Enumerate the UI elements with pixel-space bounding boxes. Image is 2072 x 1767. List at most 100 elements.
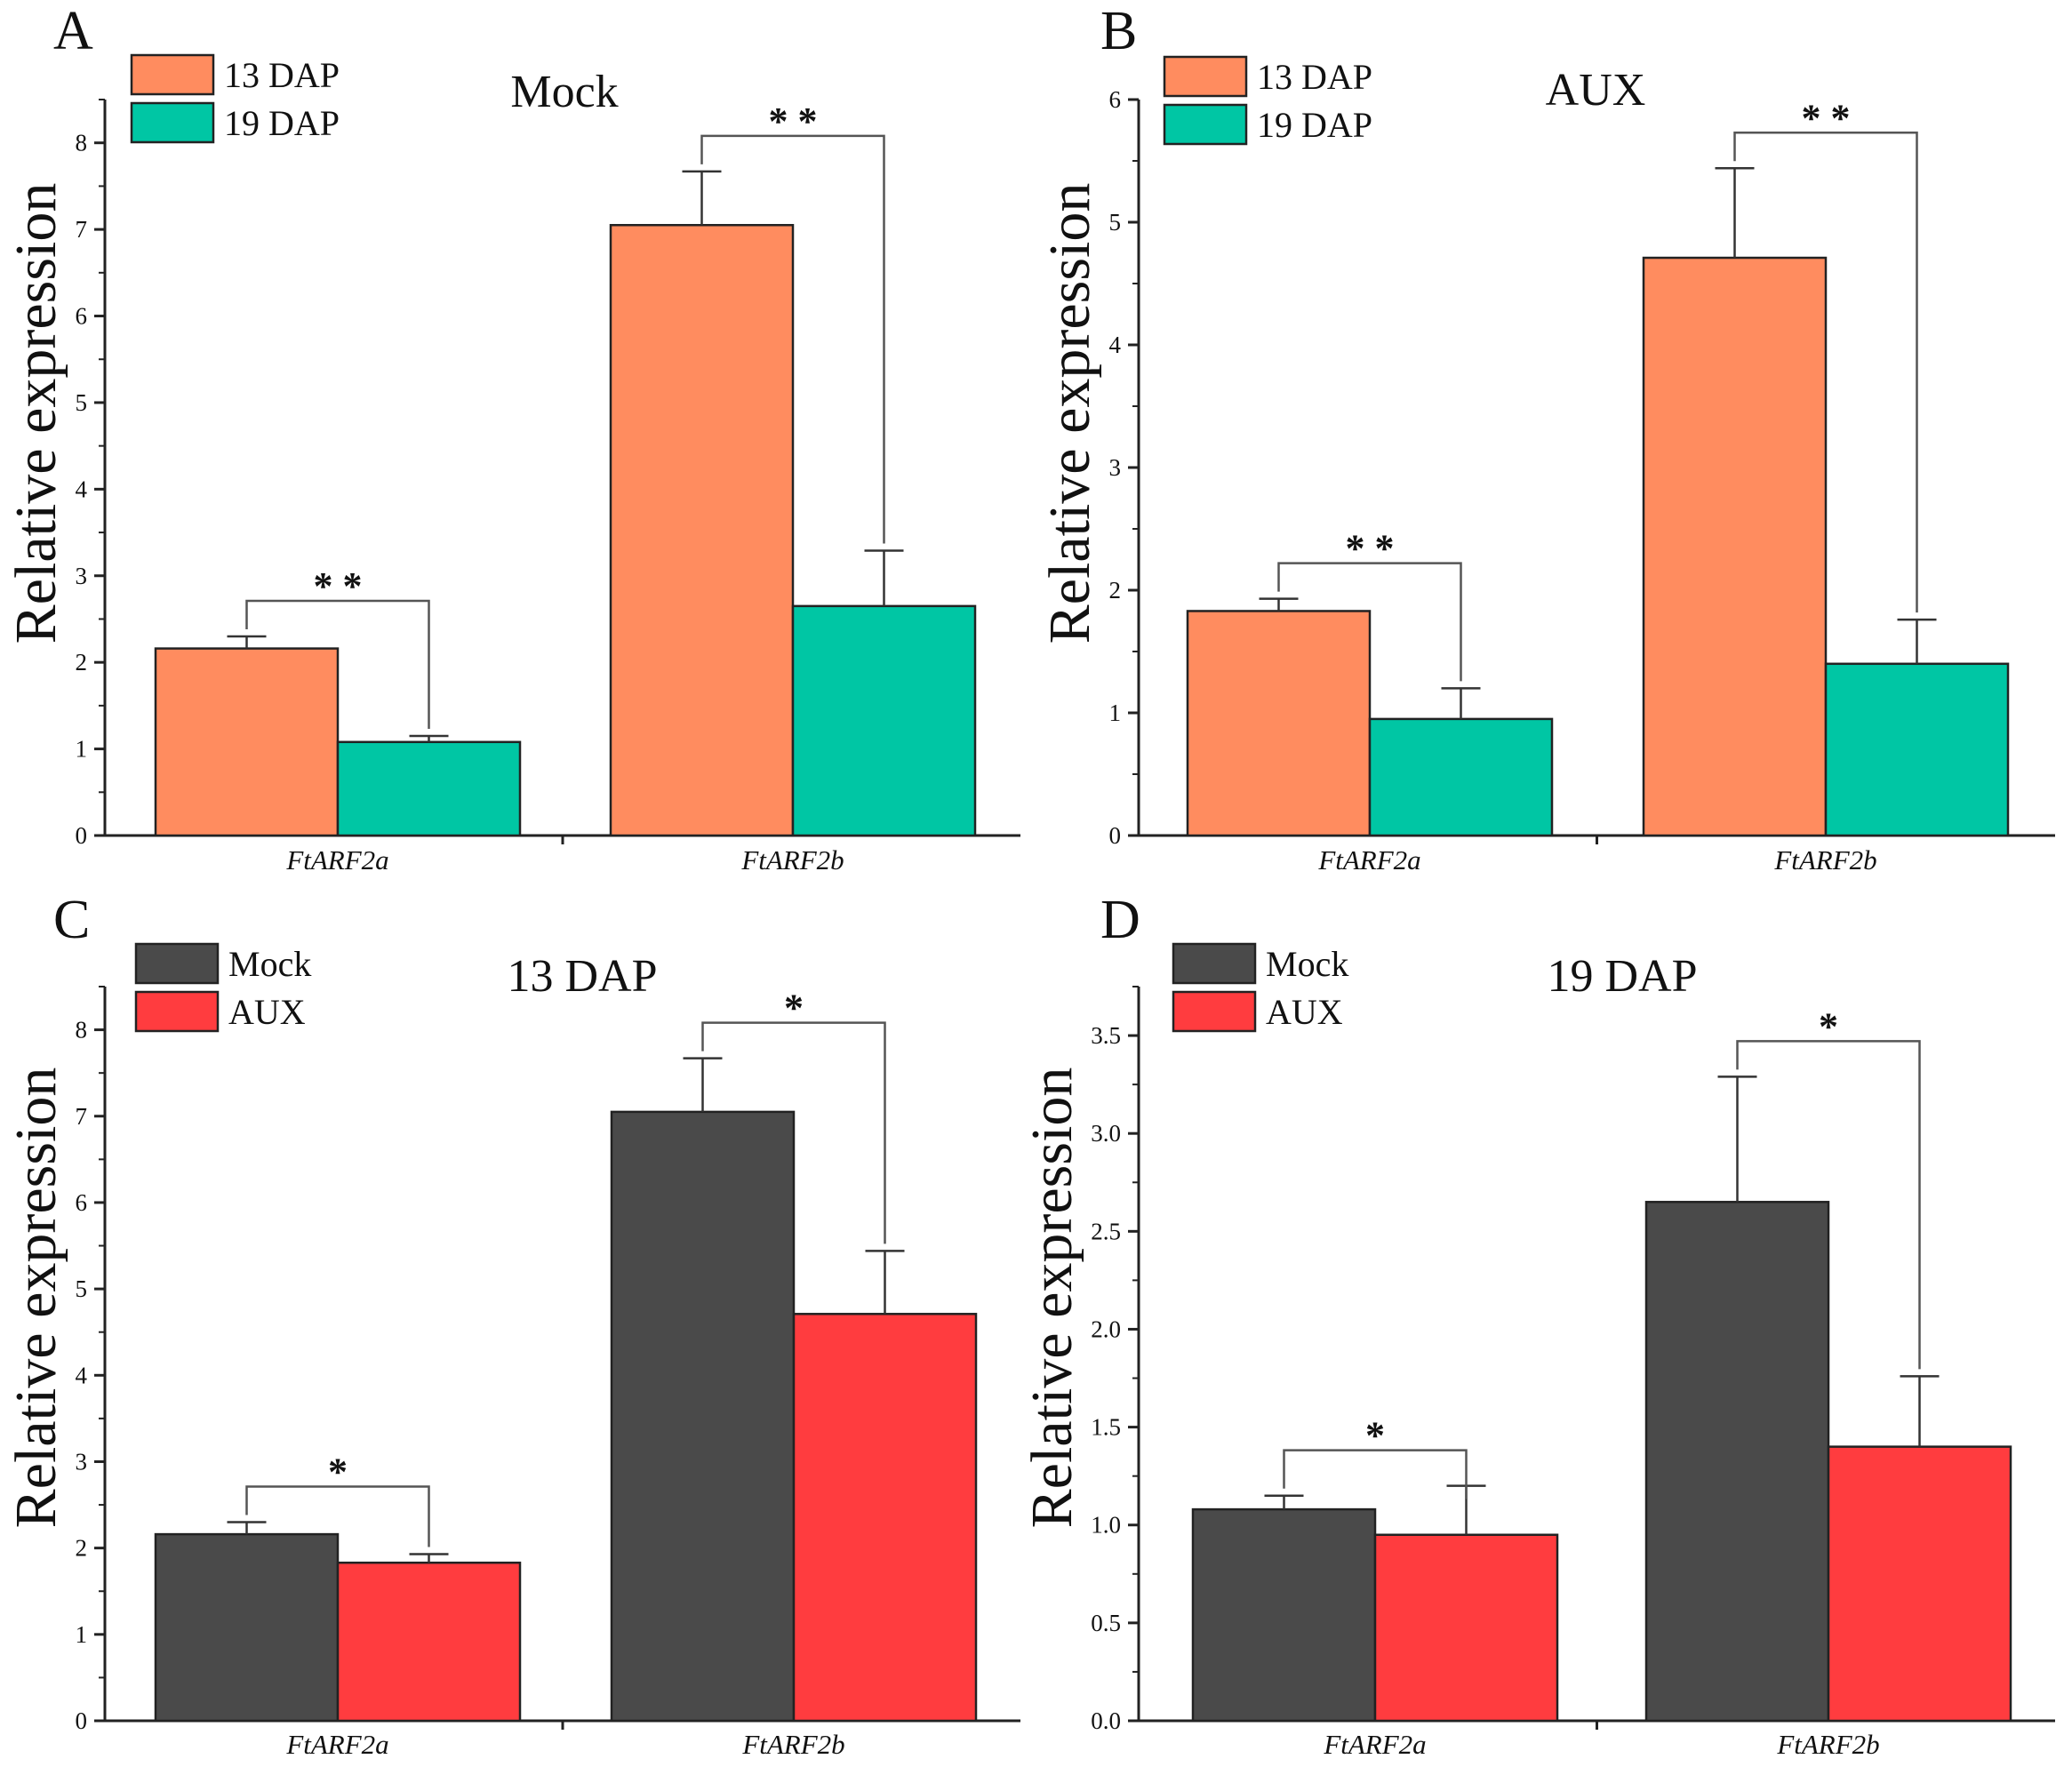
panel-letter: B: [1100, 1, 1137, 61]
x-category-label: FtARF2a: [285, 844, 388, 876]
x-category-label: FtARF2a: [1323, 1729, 1426, 1760]
legend-label: AUX: [228, 992, 306, 1032]
y-tick-label: 1: [76, 1621, 88, 1648]
bar-aux: [1373, 1533, 1559, 1723]
y-tick-label: 1.0: [1091, 1512, 1121, 1539]
bar-mock: [154, 1532, 340, 1723]
y-tick-label: 1: [1109, 700, 1122, 726]
significance-marker: * *: [314, 564, 363, 608]
chart-title: AUX: [1546, 65, 1646, 116]
panel-c: C 13 DAP Relative expression 0 1 2 3 4 5 6 7 8 FtARF…: [4, 890, 1020, 1760]
y-tick-label: 4: [76, 1362, 88, 1388]
y-tick-label: 0: [76, 1707, 88, 1734]
significance-bracket: [1733, 132, 1918, 613]
significance-bracket: [1283, 1449, 1468, 1499]
bar-13-dap: [1186, 610, 1372, 837]
x-category-label: FtARF2a: [285, 1729, 388, 1760]
panel-d: D 19 DAP Relative expression 0.0 0.5 1.0 1.5 2.…: [1020, 890, 2055, 1760]
panel-letter: A: [53, 1, 93, 61]
bar-aux: [1827, 1445, 2012, 1723]
y-tick-label: 0.5: [1091, 1610, 1121, 1636]
y-tick-label: 5: [76, 1275, 88, 1302]
panel-b: B AUX Relative expression 0 1 2 3 4 5 6 FtARF2a * *…: [1037, 1, 2055, 876]
y-tick-label: 4: [76, 476, 88, 502]
bar-13-dap: [609, 223, 795, 837]
y-tick-label: 7: [76, 216, 88, 243]
chart-title: 13 DAP: [507, 951, 657, 1002]
significance-bracket: [1736, 1040, 1921, 1370]
significance-bracket: [245, 1485, 430, 1547]
bar-19-dap: [336, 740, 522, 837]
legend-swatch: [1163, 55, 1248, 98]
bar-19-dap: [1824, 662, 2010, 837]
legend-label: 13 DAP: [224, 55, 340, 95]
legend-swatch: [1163, 103, 1248, 146]
y-axis-title: Relative expression: [1037, 183, 1102, 644]
legend-swatch: [130, 101, 215, 144]
y-tick-label: 3: [76, 563, 88, 589]
legend-label: Mock: [1266, 944, 1348, 984]
legend-label: 19 DAP: [1257, 105, 1372, 145]
y-tick-label: 2.0: [1091, 1315, 1121, 1342]
y-tick-label: 0.0: [1091, 1707, 1121, 1734]
y-tick-label: 6: [76, 1189, 88, 1216]
legend-swatch: [134, 990, 220, 1033]
significance-marker: *: [784, 987, 804, 1030]
significance-marker: * *: [769, 100, 818, 143]
y-tick-label: 6: [76, 303, 88, 330]
significance-bracket: [1277, 562, 1462, 682]
bar-19-dap: [1368, 717, 1554, 837]
panel-a: A Mock Relative expression 0 1 2 3 4 5 6 7 8 FtARF2a…: [4, 1, 1020, 876]
legend-swatch: [134, 942, 220, 985]
y-tick-label: 8: [76, 1017, 88, 1043]
y-axis-title: Relative expression: [1020, 1067, 1084, 1529]
y-tick-label: 2.5: [1091, 1218, 1121, 1244]
y-tick-label: 2: [76, 649, 88, 676]
y-axis-title: Relative expression: [4, 1067, 68, 1529]
bar-mock: [610, 1110, 796, 1723]
y-tick-label: 4: [1109, 332, 1122, 358]
x-category-label: FtARF2b: [1776, 1729, 1879, 1760]
significance-bracket: [700, 134, 885, 544]
y-tick-label: 3.0: [1091, 1120, 1121, 1147]
chart-title: Mock: [510, 67, 618, 117]
bar-13-dap: [1642, 256, 1828, 837]
y-tick-label: 3.5: [1091, 1022, 1121, 1049]
significance-marker: *: [1819, 1004, 1838, 1048]
y-tick-label: 7: [76, 1103, 88, 1130]
y-tick-label: 0: [76, 822, 88, 849]
y-tick-label: 5: [1109, 209, 1122, 236]
legend-label: 19 DAP: [224, 103, 340, 143]
y-tick-label: 1.5: [1091, 1414, 1121, 1441]
legend-label: AUX: [1266, 992, 1343, 1032]
x-category-label: FtARF2b: [741, 1729, 844, 1760]
y-tick-label: 2: [76, 1535, 88, 1562]
significance-marker: * *: [1346, 527, 1395, 571]
chart-title: 19 DAP: [1547, 951, 1697, 1002]
y-tick-label: 3: [1109, 454, 1122, 481]
y-tick-label: 5: [76, 389, 88, 416]
bar-mock: [1644, 1201, 1830, 1723]
legend-swatch: [130, 53, 215, 96]
bar-13-dap: [154, 647, 340, 837]
bar-mock: [1191, 1507, 1377, 1723]
y-tick-label: 3: [76, 1448, 88, 1475]
y-tick-label: 1: [76, 736, 88, 763]
panel-letter: C: [53, 890, 90, 950]
significance-marker: *: [328, 1450, 348, 1493]
legend-label: 13 DAP: [1257, 57, 1372, 97]
panel-letter: D: [1100, 890, 1140, 950]
y-axis-title: Relative expression: [4, 183, 68, 644]
y-tick-label: 6: [1109, 86, 1122, 113]
significance-bracket: [701, 1021, 886, 1244]
y-tick-label: 0: [1109, 822, 1122, 849]
legend-label: Mock: [228, 944, 311, 984]
bar-aux: [336, 1561, 522, 1723]
significance-bracket: [245, 599, 430, 729]
x-category-label: FtARF2b: [740, 844, 844, 876]
x-category-label: FtARF2a: [1317, 844, 1420, 876]
legend-swatch: [1172, 942, 1257, 985]
x-category-label: FtARF2b: [1773, 844, 1876, 876]
legend-swatch: [1172, 990, 1257, 1033]
y-tick-label: 8: [76, 130, 88, 156]
